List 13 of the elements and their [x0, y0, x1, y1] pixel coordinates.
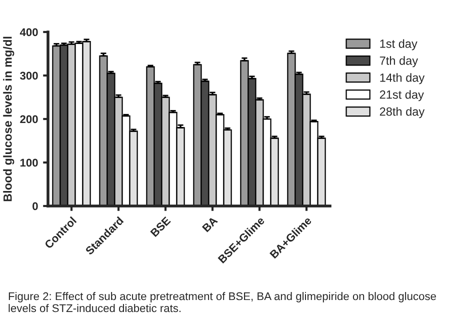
legend-label: 1st day	[380, 39, 418, 50]
y-tick-label: 300	[20, 72, 38, 80]
y-tick-label: 400	[20, 28, 38, 36]
legend-label: 21st day	[380, 90, 424, 102]
y-axis-title: Blood glucose levels in mg/dl	[3, 36, 14, 202]
y-tick-label: 0	[32, 202, 38, 210]
caption: Figure 2: Effect of sub acute pretreatment of BSE, BA and glimepiride on blood glucose levels of STZ-induced diabetic rats.	[8, 292, 436, 312]
y-tick-label: 200	[20, 115, 38, 124]
x-tick-label: BA	[202, 216, 218, 232]
y-tick-label: 100	[20, 158, 38, 167]
legend-label: 14th day	[380, 73, 425, 84]
legend-label: 28th day	[380, 107, 425, 118]
legend-label: 7th day	[380, 56, 418, 68]
